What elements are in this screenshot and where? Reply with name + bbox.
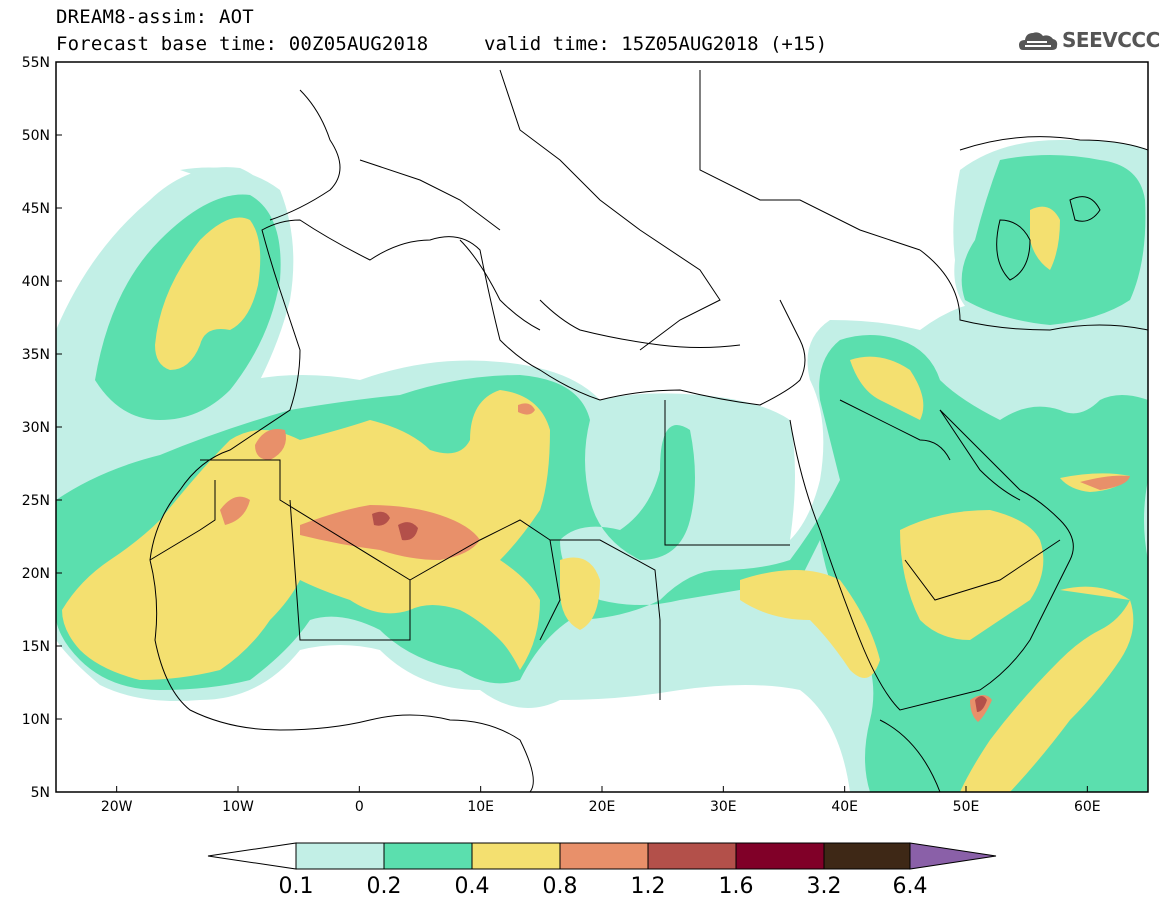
lon-label-30E: 30E	[710, 799, 737, 815]
valid-time: valid time: 15Z05AUG2018 (+15)	[484, 33, 828, 55]
lon-label-0: 0	[355, 799, 364, 815]
contour-level-5	[372, 511, 987, 712]
lat-label-10N: 10N	[22, 712, 50, 728]
colorbar-high-arrow	[909, 842, 997, 870]
lon-label-10E: 10E	[467, 799, 494, 815]
logo-text: SEEVCCC	[1062, 28, 1160, 52]
longitude-labels: 20W 10W 0 10E 20E 30E 40E 50E 60E	[101, 786, 1101, 815]
colorbar-label-0.4: 0.4	[455, 874, 490, 899]
map-title: DREAM8-assim: AOT	[56, 6, 254, 28]
lat-label-15N: 15N	[22, 639, 50, 655]
lon-label-60E: 60E	[1074, 799, 1101, 815]
lat-label-20N: 20N	[22, 566, 50, 582]
colorbar-bin-4	[559, 842, 649, 870]
colorbar: 0.1 0.2 0.4 0.8 1.2 1.6 3.2 6.4	[207, 842, 997, 899]
lat-label-35N: 35N	[22, 347, 50, 363]
lon-label-10W: 10W	[222, 799, 254, 815]
colorbar-bin-7	[823, 842, 911, 870]
lon-label-20E: 20E	[589, 799, 616, 815]
forecast-base-time: Forecast base time: 00Z05AUG2018	[56, 33, 429, 55]
colorbar-label-1.2: 1.2	[631, 874, 666, 899]
colorbar-bin-3	[471, 842, 561, 870]
colorbar-bin-5	[647, 842, 737, 870]
colorbar-label-0.1: 0.1	[279, 874, 314, 899]
colorbar-bin-2	[383, 842, 473, 870]
aot-contours	[56, 140, 1148, 792]
cloud-logo-icon	[1019, 32, 1058, 50]
colorbar-label-0.2: 0.2	[367, 874, 402, 899]
lat-label-55N: 55N	[22, 55, 50, 71]
lat-label-5N: 5N	[31, 785, 50, 801]
colorbar-label-0.8: 0.8	[543, 874, 578, 899]
lon-label-40E: 40E	[831, 799, 858, 815]
country-borders	[149, 69, 1148, 792]
lat-label-50N: 50N	[22, 128, 50, 144]
lon-label-50E: 50E	[953, 799, 980, 815]
colorbar-labels: 0.1 0.2 0.4 0.8 1.2 1.6 3.2 6.4	[279, 874, 928, 899]
colorbar-bin-1	[295, 842, 385, 870]
lon-label-20W: 20W	[101, 799, 133, 815]
lat-label-40N: 40N	[22, 274, 50, 290]
lat-label-25N: 25N	[22, 493, 50, 509]
colorbar-label-3.2: 3.2	[807, 874, 842, 899]
colorbar-label-1.6: 1.6	[719, 874, 754, 899]
colorbar-low-arrow	[207, 842, 297, 870]
lat-label-30N: 30N	[22, 420, 50, 436]
latitude-labels: 55N 50N 45N 40N 35N 30N 25N 20N 15N 10N 5N	[22, 55, 62, 801]
colorbar-bin-6	[735, 842, 825, 870]
colorbar-label-6.4: 6.4	[893, 874, 928, 899]
lat-label-45N: 45N	[22, 201, 50, 217]
